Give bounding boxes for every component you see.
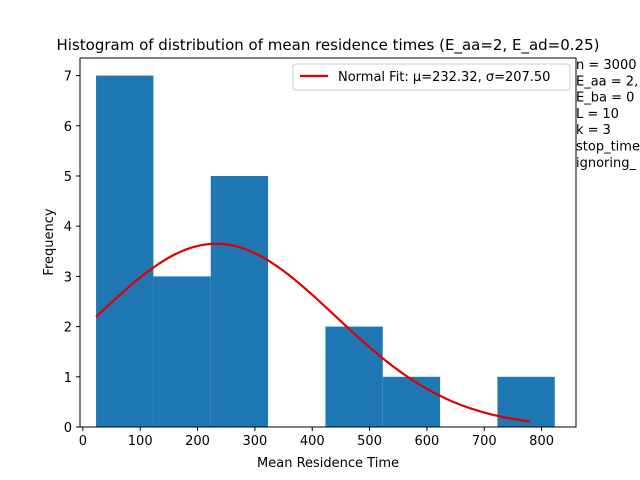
y-tick-label: 4	[64, 220, 72, 235]
y-tick-label: 5	[64, 170, 72, 185]
parameter-line: k = 3	[576, 123, 611, 138]
parameter-line: E_aa = 2,	[576, 74, 638, 89]
x-tick-label: 700	[472, 434, 497, 449]
y-tick-label: 7	[64, 70, 72, 85]
x-tick-label: 200	[185, 434, 210, 449]
x-tick-label: 0	[79, 434, 87, 449]
x-axis-ticks: 0 100 200 300 400 500 600 700 800	[79, 427, 554, 449]
y-axis-label: Frequency	[42, 208, 57, 275]
parameter-line: stop_time	[576, 140, 640, 155]
parameter-line: E_ba = 0	[576, 91, 634, 106]
x-tick-label: 300	[242, 434, 267, 449]
legend-label: Normal Fit: μ=232.32, σ=207.50	[338, 70, 550, 85]
normal-fit-curve	[95, 242, 531, 423]
legend: Normal Fit: μ=232.32, σ=207.50	[292, 63, 571, 91]
x-tick-label: 400	[300, 434, 325, 449]
legend-box	[292, 63, 571, 91]
x-tick-label: 500	[357, 434, 382, 449]
x-tick-label: 600	[414, 434, 439, 449]
parameter-line: n = 3000	[576, 58, 636, 73]
histogram-bar	[153, 276, 211, 427]
histogram-bar	[382, 376, 441, 427]
parameter-line: ignoring_	[576, 156, 637, 171]
histogram-bar	[210, 175, 269, 427]
y-tick-label: 1	[64, 371, 72, 386]
y-tick-label: 0	[64, 421, 72, 436]
histogram-bar	[96, 75, 154, 428]
histogram-bar	[497, 376, 555, 427]
x-axis-label: Mean Residence Time	[257, 456, 399, 471]
plot-frame	[79, 57, 577, 428]
x-tick-label: 800	[529, 434, 554, 449]
y-tick-label: 6	[64, 120, 72, 135]
chart-title: Histogram of distribution of mean reside…	[57, 36, 600, 55]
y-axis-ticks: 0 1 2 3 4 5 6 7	[64, 70, 80, 436]
histogram-bar	[325, 326, 383, 427]
y-tick-label: 2	[64, 321, 72, 336]
parameter-line: L = 10	[576, 107, 619, 122]
y-tick-label: 3	[64, 270, 72, 285]
x-tick-label: 100	[128, 434, 153, 449]
histogram-bars	[96, 75, 555, 428]
